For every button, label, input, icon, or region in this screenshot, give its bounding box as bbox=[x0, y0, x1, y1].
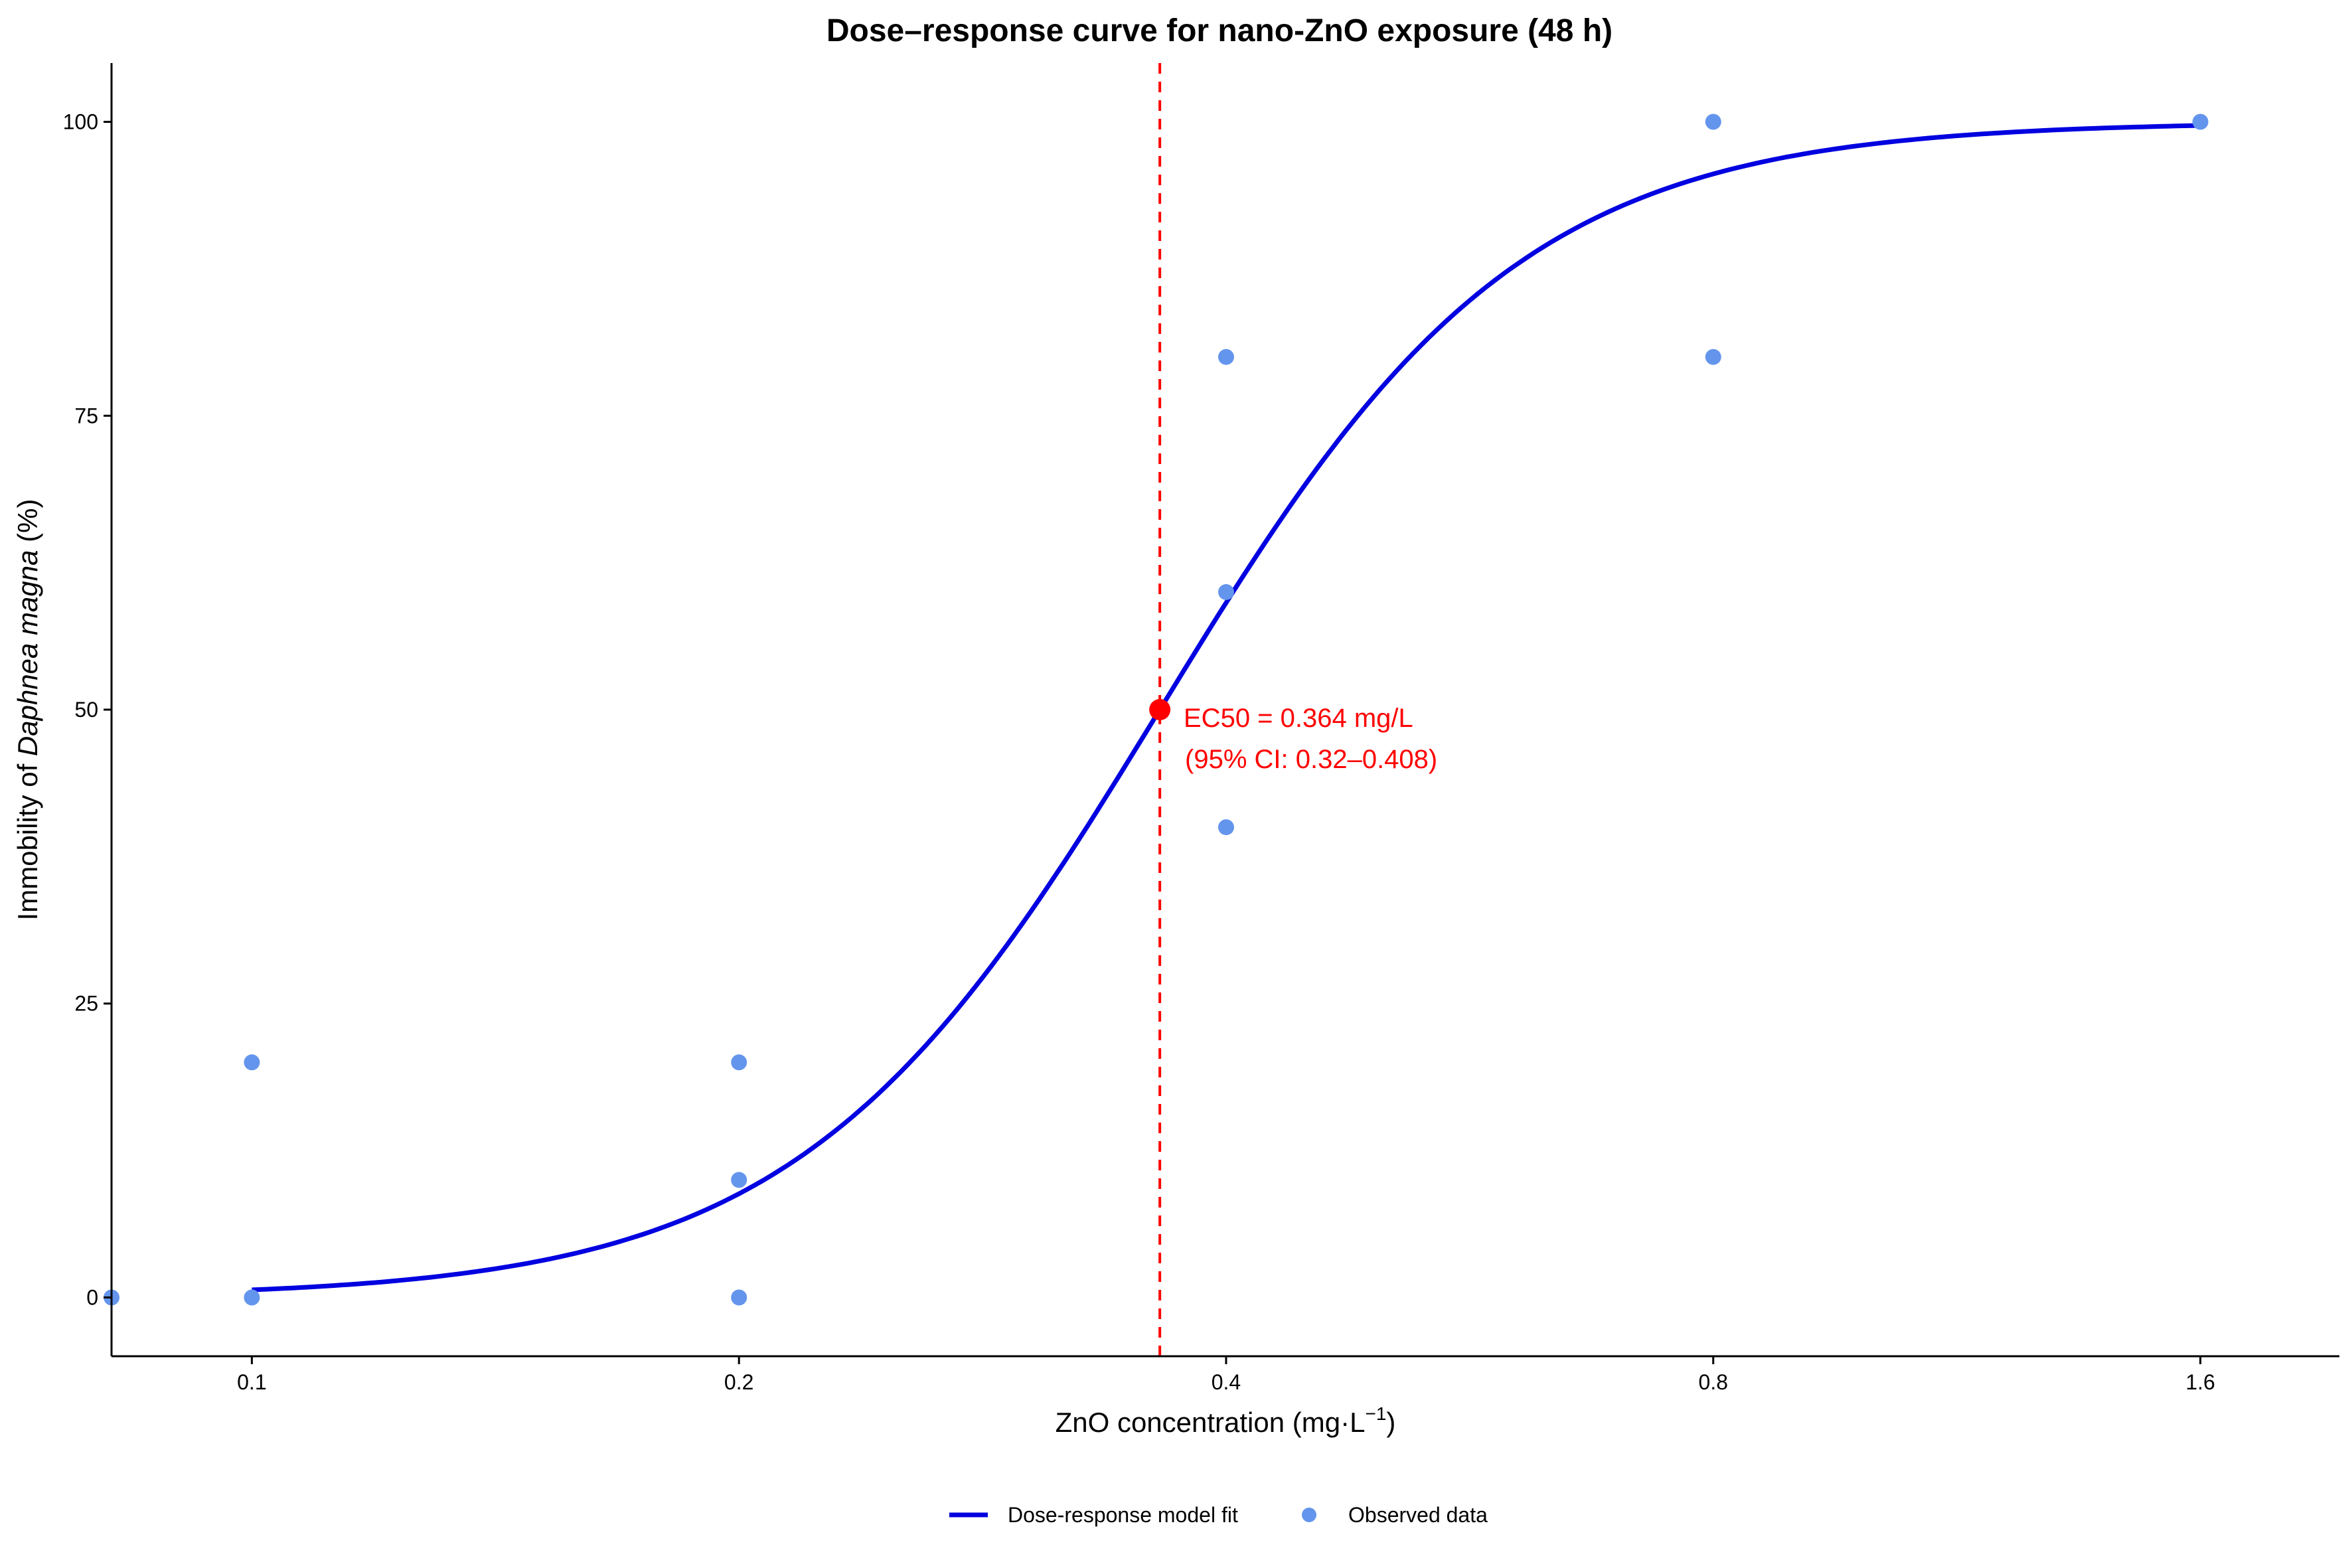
y-tick-label: 75 bbox=[74, 404, 98, 428]
legend-label-model-fit: Dose-response model fit bbox=[1008, 1503, 1238, 1527]
x-axis-title-superscript: −1 bbox=[1365, 1403, 1386, 1424]
ec50-point bbox=[1149, 699, 1171, 720]
observed-data-point bbox=[1218, 819, 1234, 836]
observed-data-point bbox=[244, 1289, 260, 1306]
plot-area bbox=[104, 63, 2209, 1356]
observed-data-point bbox=[1218, 584, 1234, 600]
observed-data-point bbox=[2192, 114, 2209, 130]
y-tick-label: 100 bbox=[63, 110, 98, 134]
ec50-label-line2: (95% CI: 0.32–0.408) bbox=[1185, 745, 1437, 774]
x-tick-label: 0.2 bbox=[724, 1370, 753, 1394]
model-fit-line bbox=[252, 123, 2201, 1293]
legend-point-swatch bbox=[1302, 1508, 1316, 1522]
x-tick-label: 0.1 bbox=[237, 1370, 266, 1394]
ec50-label-line1: EC50 = 0.364 mg/L bbox=[1184, 704, 1413, 733]
x-axis-title: ZnO concentration (mg·L−1) bbox=[1056, 1403, 1396, 1438]
x-tick-label: 1.6 bbox=[2185, 1370, 2215, 1394]
observed-data-point bbox=[1705, 349, 1721, 365]
x-axis-title-close: ) bbox=[1386, 1407, 1395, 1438]
legend: Dose-response model fit Observed data bbox=[949, 1503, 1488, 1527]
chart-title: Dose–response curve for nano-ZnO exposur… bbox=[826, 13, 1612, 48]
x-tick-label: 0.8 bbox=[1699, 1370, 1728, 1394]
observed-data-point bbox=[731, 1054, 747, 1071]
y-tick-label: 50 bbox=[74, 698, 98, 722]
legend-label-observed: Observed data bbox=[1348, 1503, 1488, 1527]
observed-data-point bbox=[731, 1172, 747, 1188]
y-axis-ticks: 0 25 50 75 100 bbox=[63, 110, 112, 1309]
y-axis-title-suffix: (%) bbox=[12, 499, 43, 550]
x-axis-ticks: 0.1 0.2 0.4 0.8 1.6 bbox=[237, 1356, 2215, 1394]
observed-data-point bbox=[244, 1054, 260, 1071]
y-axis-title-prefix: Immobility of bbox=[12, 756, 43, 920]
y-axis-title: Immobility of Daphnea magna (%) bbox=[12, 499, 43, 921]
x-tick-label: 0.4 bbox=[1212, 1370, 1241, 1394]
y-tick-label: 25 bbox=[74, 992, 98, 1016]
observed-data-point bbox=[1218, 349, 1234, 365]
y-axis-title-species: Daphnea magna bbox=[12, 550, 43, 757]
x-axis-title-main: ZnO concentration (mg·L bbox=[1056, 1407, 1366, 1438]
y-tick-label: 0 bbox=[86, 1285, 98, 1309]
observed-data-point bbox=[731, 1289, 747, 1306]
observed-data-point bbox=[1705, 114, 1721, 130]
